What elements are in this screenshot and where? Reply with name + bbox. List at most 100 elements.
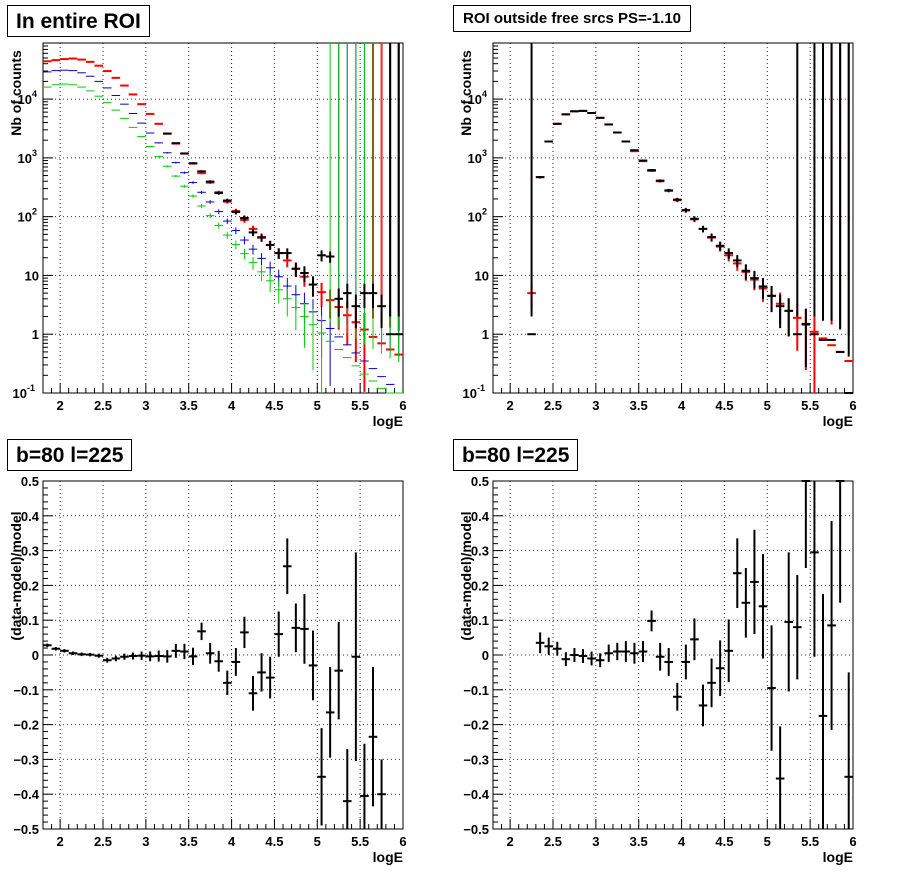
y-tick-label: −0.2: [463, 718, 489, 733]
y-axis-label: (data-model)/model: [8, 511, 24, 640]
x-tick-label: 6: [849, 398, 856, 413]
y-tick-label: 10: [468, 151, 482, 166]
y-tick-label: −0.5: [13, 822, 39, 837]
x-tick-label: 4: [228, 834, 236, 849]
x-tick-label: 4.5: [265, 398, 283, 413]
series-black: [527, 43, 853, 394]
y-tick-label: 10: [463, 386, 477, 401]
x-tick-label: 3.5: [630, 398, 648, 413]
y-axis-label: (data-model)/model: [458, 511, 474, 640]
y-tick-label: 10: [25, 268, 39, 283]
y-tick-label: 0.1: [21, 613, 39, 628]
y-tick-label: 10: [18, 210, 32, 225]
series-blue: [43, 43, 403, 394]
x-tick-label: 5.5: [801, 834, 819, 849]
y-tick-label: −0.5: [463, 822, 489, 837]
series-black: [163, 43, 403, 336]
y-tick-label: −0.4: [463, 787, 489, 802]
x-tick-label: 6: [849, 834, 856, 849]
y-tick-label: −0.3: [13, 752, 39, 767]
y-tick-label: 10: [468, 92, 482, 107]
x-tick-label: 2: [507, 834, 514, 849]
x-tick-label: 5.5: [351, 834, 369, 849]
series-red: [527, 43, 853, 393]
y-tick-label: 10: [468, 210, 482, 225]
x-tick-label: 2: [57, 398, 64, 413]
x-tick-label: 6: [399, 398, 406, 413]
y-tick-label: −0.3: [463, 752, 489, 767]
y-tick-label: 0.2: [471, 578, 489, 593]
x-tick-label: 3.5: [180, 834, 198, 849]
y-tick-label: 1: [32, 327, 39, 342]
y-tick-label: 0.3: [21, 544, 39, 559]
plot-frame: [492, 42, 854, 394]
y-tick-label-exponent: 4: [482, 89, 487, 99]
x-tick-label: 2.5: [94, 834, 112, 849]
x-tick-label: 5: [314, 398, 321, 413]
y-axis-label: Nb of counts: [458, 50, 474, 136]
plot-frame: [42, 42, 404, 394]
x-axis-label: logE: [373, 413, 403, 429]
x-axis-label: logE: [373, 849, 403, 865]
y-tick-label: 0.5: [471, 474, 489, 489]
x-tick-label: 2.5: [544, 398, 562, 413]
y-tick-label: 10: [475, 268, 489, 283]
x-tick-label: 3: [142, 834, 149, 849]
x-axis-label: logE: [823, 849, 853, 865]
x-tick-label: 2.5: [94, 398, 112, 413]
x-tick-label: 5.5: [351, 398, 369, 413]
pad-2-title: ROI outside free srcs PS=-1.10: [453, 5, 692, 32]
y-tick-label: 10: [18, 151, 32, 166]
x-tick-label: 4: [678, 398, 686, 413]
x-tick-label: 5: [314, 834, 321, 849]
x-tick-label: 5: [764, 398, 771, 413]
y-tick-label-exponent: -1: [27, 383, 35, 393]
y-tick-label-exponent: -1: [477, 383, 485, 393]
x-tick-label: 3: [592, 398, 599, 413]
x-tick-label: 4.5: [265, 834, 283, 849]
y-tick-label: 0.4: [21, 509, 40, 524]
y-tick-label-exponent: 3: [32, 148, 37, 158]
y-tick-label: 0: [482, 648, 489, 663]
y-tick-label-exponent: 2: [32, 207, 37, 217]
x-tick-label: 3.5: [630, 834, 648, 849]
x-tick-label: 4.5: [715, 834, 733, 849]
pad-1-title: In entire ROI: [7, 5, 150, 37]
x-tick-label: 3: [592, 834, 599, 849]
pad-4-title: b=80 l=225: [453, 439, 579, 471]
x-axis-label: logE: [823, 413, 853, 429]
y-tick-label-exponent: 4: [32, 89, 37, 99]
pad-3-title: b=80 l=225: [7, 439, 133, 471]
x-tick-label: 2: [507, 398, 514, 413]
y-tick-label: 0.5: [21, 474, 39, 489]
x-tick-label: 2: [57, 834, 64, 849]
series-black: [535, 480, 853, 829]
y-tick-label: −0.1: [463, 683, 489, 698]
y-tick-label: 10: [18, 92, 32, 107]
y-axis-label: Nb of counts: [8, 50, 24, 136]
x-tick-label: 3.5: [180, 398, 198, 413]
y-tick-label: 0.3: [471, 544, 489, 559]
x-tick-label: 3: [142, 398, 149, 413]
series-red: [43, 43, 403, 392]
x-tick-label: 5.5: [801, 398, 819, 413]
x-tick-label: 5: [764, 834, 771, 849]
y-tick-label: −0.1: [13, 683, 39, 698]
series-black: [43, 538, 386, 829]
y-tick-label: 0.2: [21, 578, 39, 593]
y-tick-label: −0.2: [13, 718, 39, 733]
y-tick-label: 1: [482, 327, 489, 342]
x-tick-label: 4: [678, 834, 686, 849]
x-tick-label: 2.5: [544, 834, 562, 849]
y-tick-label-exponent: 3: [482, 148, 487, 158]
x-tick-label: 6: [399, 834, 406, 849]
y-tick-label: 10: [13, 386, 27, 401]
x-tick-label: 4: [228, 398, 236, 413]
y-tick-label: 0.1: [471, 613, 489, 628]
y-tick-label: 0: [32, 648, 39, 663]
